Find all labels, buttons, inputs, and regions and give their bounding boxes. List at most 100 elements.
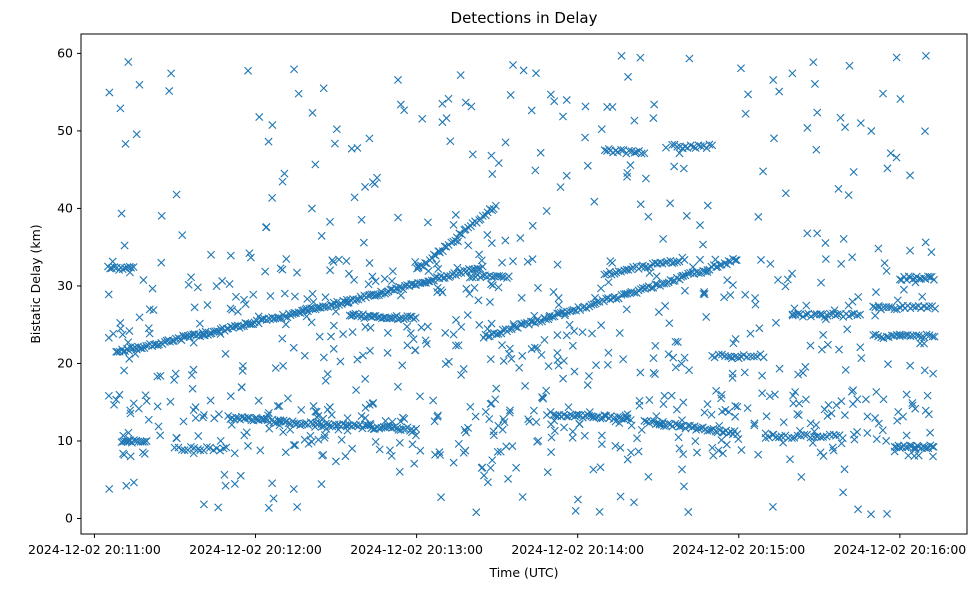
data-point [365, 134, 374, 143]
data-point [848, 297, 857, 306]
data-point [801, 395, 810, 404]
data-point [167, 69, 176, 78]
data-point [320, 433, 329, 442]
scatter-points [103, 51, 940, 519]
data-point [498, 341, 507, 350]
data-point [879, 89, 888, 98]
data-point [457, 370, 466, 379]
data-point [220, 470, 229, 479]
data-point [509, 257, 518, 266]
data-point [910, 452, 919, 461]
data-point [317, 422, 326, 431]
x-axis-label: Time (UTC) [488, 565, 558, 580]
data-point [214, 503, 223, 512]
data-point [712, 386, 721, 395]
data-point [754, 450, 763, 459]
data-point [240, 295, 249, 304]
data-point [140, 449, 149, 458]
data-point [417, 261, 426, 270]
data-point [187, 371, 196, 380]
data-point [590, 197, 599, 206]
data-point [880, 259, 889, 268]
data-point [319, 353, 328, 362]
data-point [793, 410, 802, 418]
data-point [636, 53, 645, 62]
data-point [874, 301, 883, 310]
data-point [409, 314, 418, 323]
data-point [311, 160, 320, 169]
data-point [922, 330, 931, 339]
data-point [238, 361, 247, 370]
data-point [874, 419, 883, 428]
data-point [358, 351, 367, 360]
data-point [623, 455, 632, 464]
data-point [617, 51, 626, 60]
data-point [750, 419, 759, 428]
data-point [486, 355, 495, 364]
data-point [795, 399, 804, 408]
data-point [365, 346, 374, 355]
data-point [568, 433, 577, 442]
data-point [691, 437, 700, 446]
data-point [750, 421, 759, 430]
data-point [779, 438, 788, 447]
data-point [290, 419, 299, 428]
data-point [837, 439, 846, 448]
data-point [633, 434, 642, 443]
data-point [547, 448, 556, 457]
data-point [823, 340, 832, 349]
data-point [385, 446, 394, 455]
data-point [387, 451, 396, 460]
data-point [266, 292, 275, 300]
data-point [645, 396, 654, 405]
data-point [273, 313, 282, 322]
data-point [212, 444, 221, 453]
data-point [844, 191, 853, 200]
data-point [714, 446, 723, 455]
data-point [645, 269, 654, 277]
data-point [768, 502, 777, 511]
data-point [373, 173, 382, 182]
data-point [407, 428, 416, 437]
data-point [140, 437, 149, 446]
data-point [766, 259, 775, 268]
data-point [644, 212, 653, 221]
data-point [636, 200, 645, 209]
data-point [245, 320, 254, 329]
data-point [575, 420, 584, 429]
data-point [685, 54, 694, 63]
data-point [875, 303, 884, 312]
data-point [560, 311, 569, 320]
data-point [119, 437, 128, 446]
data-point [708, 443, 717, 452]
data-point [679, 482, 688, 491]
data-point [773, 275, 782, 284]
data-point [770, 134, 779, 143]
data-point [603, 360, 612, 369]
data-point [908, 398, 917, 407]
data-point [438, 247, 447, 256]
data-point [693, 448, 702, 457]
y-axis-label: Bistatic Delay (km) [28, 224, 43, 343]
data-point [290, 292, 299, 301]
data-point [902, 275, 911, 284]
data-point [635, 401, 644, 410]
data-point [636, 368, 645, 377]
data-point [720, 293, 729, 302]
data-point [882, 436, 891, 445]
data-point [411, 313, 420, 322]
data-point [542, 411, 551, 419]
data-point [680, 286, 689, 295]
data-point [273, 402, 282, 411]
data-point [661, 143, 670, 152]
data-point [125, 326, 134, 335]
data-point [206, 396, 215, 405]
data-point [902, 431, 911, 440]
data-point [929, 369, 938, 378]
data-point [492, 384, 501, 393]
data-point [199, 500, 208, 509]
data-point [384, 287, 393, 296]
data-point [741, 109, 750, 118]
data-point [896, 95, 905, 103]
data-point [157, 258, 166, 267]
